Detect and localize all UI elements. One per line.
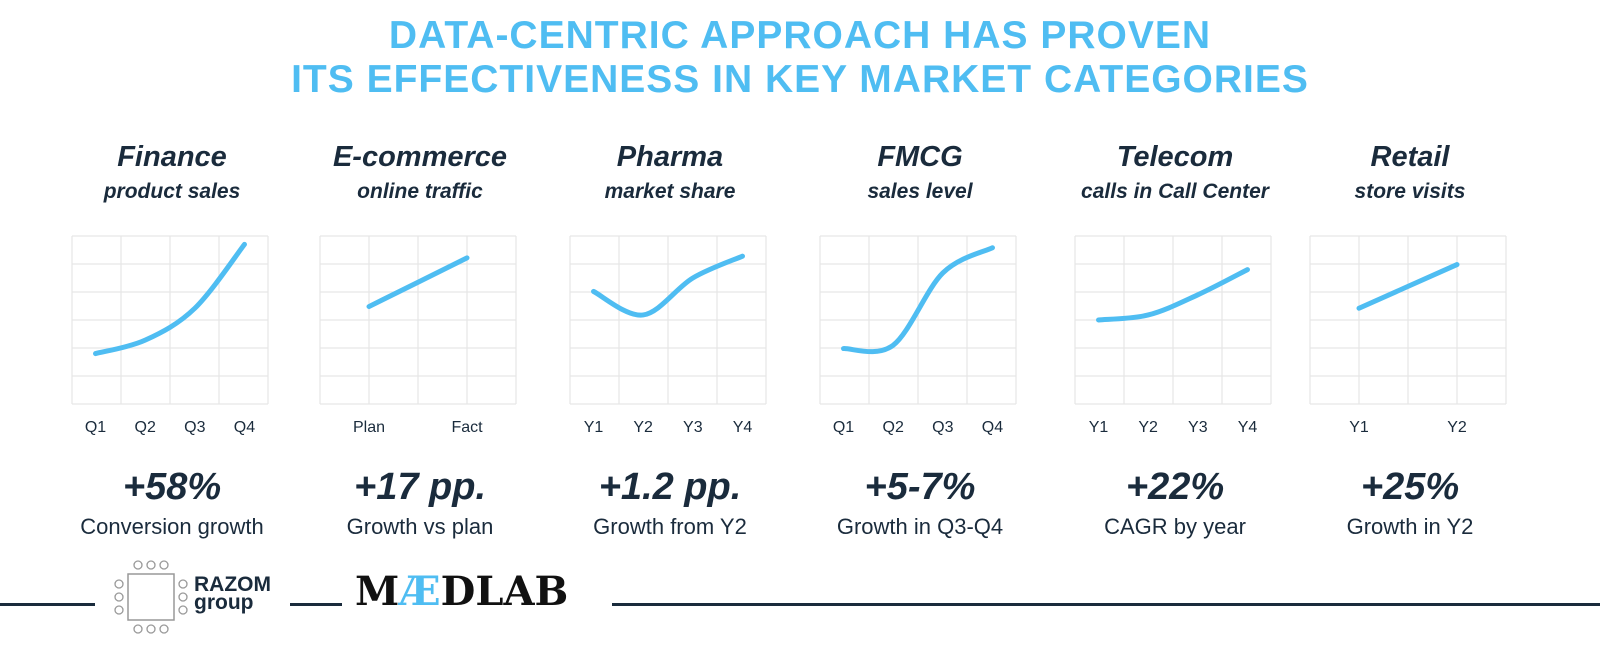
panel-e-commerce: E-commerce online traffic Plan Fact +17 pp. G… (300, 0, 540, 560)
kpi-value: +17 pp. (354, 466, 486, 508)
panel-retail: Retail store visits Y1 Y2 +25% Growth in Y2 (1290, 0, 1530, 560)
x-tick-label: Y1 (1349, 419, 1369, 436)
footer-divider-left (0, 603, 95, 606)
series-line (366, 255, 470, 310)
panel-subtitle: online traffic (357, 180, 483, 203)
kpi-label: Growth vs plan (346, 514, 494, 539)
kpi-label: Growth in Y2 (1346, 514, 1474, 539)
panel-subtitle: store visits (1354, 180, 1466, 203)
panel-title: E-commerce (332, 141, 508, 173)
x-tick-label: Y2 (1138, 419, 1158, 436)
x-tick-label: Y4 (733, 419, 753, 436)
panel-title: Finance (117, 141, 227, 173)
panel-subtitle: calls in Call Center (1081, 180, 1269, 203)
panel-finance: Finance product sales Q1 Q2 Q3 Q4 +58% Conversi… (52, 0, 292, 560)
x-tick-label: Q4 (982, 419, 1003, 436)
x-tick-label: Fact (451, 419, 483, 436)
kpi-value: +25% (1360, 466, 1460, 508)
x-tick-label: Q1 (85, 419, 106, 436)
footer-divider-right (612, 603, 1600, 606)
razom-group-logo: RAZOM group (194, 573, 271, 614)
panel-title: Pharma (616, 141, 724, 173)
kpi-label: Conversion growth (80, 514, 264, 539)
kpi-label: Growth from Y2 (593, 514, 747, 539)
razom-chip-icon (114, 560, 188, 634)
kpi-value: +22% (1125, 466, 1225, 508)
line-chart: Y1 Y2 (1309, 235, 1507, 436)
x-tick-label: Y1 (584, 419, 604, 436)
x-tick-label: Q3 (932, 419, 953, 436)
series-line (591, 253, 745, 318)
maedlab-logo-prefix: M (355, 568, 400, 615)
panel-subtitle: product sales (103, 180, 241, 203)
x-tick-label: Y4 (1238, 419, 1258, 436)
x-tick-label: Y2 (633, 419, 653, 436)
x-tick-label: Q4 (234, 419, 255, 436)
line-chart: Q1 Q2 Q3 Q4 (819, 235, 1017, 436)
headline-line-2: ITS EFFECTIVENESS IN KEY MARKET CATEGORI… (291, 58, 1309, 101)
kpi-label: CAGR by year (1104, 514, 1246, 539)
x-tick-label: Q2 (883, 419, 904, 436)
kpi-value: +5-7% (864, 466, 976, 508)
maedlab-logo-ae: Æ (399, 568, 441, 615)
line-chart: Y1 Y2 Y3 Y4 (569, 235, 767, 436)
line-chart: Q1 Q2 Q3 Q4 (71, 235, 269, 436)
series-line (841, 245, 995, 355)
headline: DATA-CENTRIC APPROACH HAS PROVEN ITS EFF… (0, 14, 1600, 102)
x-tick-label: Q2 (135, 419, 156, 436)
maedlab-logo: MÆDLAB (355, 568, 568, 615)
x-tick-label: Plan (353, 419, 385, 436)
razom-logo-line-2: group (194, 591, 254, 614)
x-tick-label: Q3 (184, 419, 205, 436)
series-line (1356, 262, 1460, 311)
line-chart: Plan Fact (319, 235, 517, 436)
x-tick-label: Y3 (683, 419, 703, 436)
line-chart: Y1 Y2 Y3 Y4 (1074, 235, 1272, 436)
headline-line-1: DATA-CENTRIC APPROACH HAS PROVEN (388, 14, 1212, 57)
panel-fmcg: FMCG sales level Q1 Q2 Q3 Q4 +5-7% Growth in Q3… (800, 0, 1040, 560)
footer-divider-middle (290, 603, 342, 606)
kpi-value: +1.2 pp. (598, 466, 742, 508)
x-tick-label: Q1 (833, 419, 854, 436)
x-tick-label: Y3 (1188, 419, 1208, 436)
panel-title: Retail (1370, 141, 1450, 173)
kpi-value: +58% (122, 466, 222, 508)
razom-logo-line-1: RAZOM (194, 573, 271, 596)
series-line (93, 241, 247, 357)
kpi-label: Growth in Q3-Q4 (836, 514, 1004, 539)
x-tick-label: Y1 (1089, 419, 1109, 436)
maedlab-logo-suffix: DLAB (440, 568, 569, 615)
panel-pharma: Pharma market share Y1 Y2 Y3 Y4 +1.2 pp. Growth… (550, 0, 790, 560)
panel-telecom: Telecom calls in Call Center Y1 Y2 Y3 Y4 +22% C… (1055, 0, 1295, 560)
panel-subtitle: market share (604, 180, 736, 203)
x-tick-label: Y2 (1447, 419, 1467, 436)
panel-title: FMCG (877, 141, 963, 173)
panel-title: Telecom (1116, 141, 1234, 173)
series-line (1096, 267, 1250, 323)
panel-subtitle: sales level (867, 180, 973, 203)
